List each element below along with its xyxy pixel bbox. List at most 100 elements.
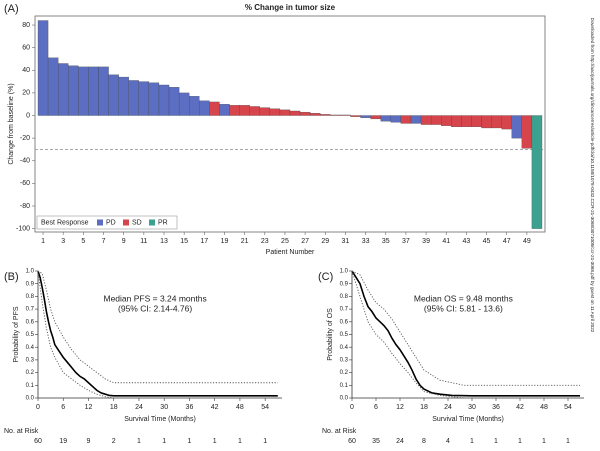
survival-line xyxy=(351,270,580,397)
x-tick-label: 35 xyxy=(382,238,390,245)
bar xyxy=(360,115,371,118)
bar xyxy=(88,66,99,116)
x-tick-label: 54 xyxy=(261,404,269,411)
x-tick-label: 13 xyxy=(160,238,168,245)
bar xyxy=(249,106,260,116)
y-tick-label: -60 xyxy=(20,180,30,187)
legend-swatch xyxy=(123,219,129,226)
bar xyxy=(420,115,432,125)
x-tick-label: 9 xyxy=(122,238,126,245)
x-tick-label: 36 xyxy=(492,404,500,411)
risk-table-title: No. at Risk xyxy=(4,428,39,435)
y-tick-label: 0.7 xyxy=(340,307,349,313)
bar xyxy=(400,115,412,124)
bar xyxy=(279,109,291,116)
annotation: Median PFS = 3.24 months xyxy=(103,293,206,303)
bar xyxy=(471,115,482,127)
x-tick-label: 48 xyxy=(540,404,548,411)
bar xyxy=(350,115,361,117)
bar xyxy=(128,80,139,116)
bar xyxy=(461,115,472,127)
x-axis-label: Survival Time (Months) xyxy=(124,416,196,423)
y-tick-label: 0.4 xyxy=(340,345,349,351)
legend-title: Best Response xyxy=(41,219,89,226)
y-tick-label: -100 xyxy=(16,225,30,232)
bar xyxy=(269,108,281,116)
confidence-line xyxy=(351,270,465,399)
y-tick-label: 0.8 xyxy=(26,294,35,300)
y-tick-label: 0.6 xyxy=(26,319,35,325)
x-tick-label: 47 xyxy=(503,238,511,245)
x-tick-label: 49 xyxy=(523,238,531,245)
risk-count: 35 xyxy=(372,438,380,445)
x-axis-label: Patient Number xyxy=(266,249,315,256)
y-tick-label: 0.5 xyxy=(26,332,35,338)
bar xyxy=(209,101,220,116)
bar xyxy=(37,20,49,116)
x-tick-label: 23 xyxy=(261,238,269,245)
x-tick-label: 25 xyxy=(281,238,289,245)
bar xyxy=(68,65,79,116)
x-tick-label: 0 xyxy=(36,404,40,411)
x-tick-label: 24 xyxy=(444,404,452,411)
x-tick-label: 18 xyxy=(420,404,428,411)
x-tick-label: 48 xyxy=(236,404,244,411)
bar xyxy=(491,115,502,129)
y-tick-label: 0.9 xyxy=(340,281,349,287)
risk-count: 1 xyxy=(542,438,546,445)
y-tick-label: 0.8 xyxy=(340,294,349,300)
y-tick-label: 0.4 xyxy=(26,345,35,351)
y-tick-label: 0.0 xyxy=(340,396,349,402)
risk-count: 60 xyxy=(348,438,356,445)
y-tick-label: -20 xyxy=(20,135,30,142)
y-tick-label: 0.7 xyxy=(26,307,35,313)
confidence-line xyxy=(37,270,114,399)
x-tick-label: 29 xyxy=(321,238,329,245)
annotation: Median OS = 9.48 months xyxy=(414,293,513,303)
x-tick-label: 45 xyxy=(483,238,491,245)
y-axis-label: Probability of OS xyxy=(327,308,334,361)
bar xyxy=(531,115,543,229)
x-tick-label: 19 xyxy=(221,238,229,245)
x-tick-label: 6 xyxy=(61,404,65,411)
bar xyxy=(78,66,89,116)
bar xyxy=(451,115,462,127)
y-tick-label: -80 xyxy=(20,203,30,210)
x-tick-label: 30 xyxy=(468,404,476,411)
y-tick-label: 0.1 xyxy=(26,383,35,389)
x-tick-label: 12 xyxy=(396,404,404,411)
bar xyxy=(168,87,180,116)
bar xyxy=(310,113,321,116)
bar xyxy=(501,115,512,130)
bar xyxy=(390,115,402,123)
risk-count: 1 xyxy=(470,438,474,445)
y-tick-label: 0 xyxy=(26,112,30,119)
y-tick-label: 20 xyxy=(22,90,30,97)
bar xyxy=(138,81,150,116)
x-tick-label: 43 xyxy=(463,238,471,245)
bar xyxy=(299,111,311,116)
x-tick-label: 1 xyxy=(41,238,45,245)
legend-box xyxy=(36,215,178,230)
bar xyxy=(148,82,160,116)
bar xyxy=(410,115,422,124)
annotation: (95% CI: 5.81 - 13.6) xyxy=(424,303,503,313)
x-tick-label: 33 xyxy=(362,238,370,245)
x-tick-label: 30 xyxy=(160,404,168,411)
bar xyxy=(108,74,119,116)
y-tick-label: 1.0 xyxy=(26,269,35,275)
bar xyxy=(511,115,522,139)
x-axis-label: Survival Time (Months) xyxy=(432,416,504,423)
risk-count: 1 xyxy=(494,438,498,445)
risk-count: 24 xyxy=(396,438,404,445)
bar xyxy=(118,76,129,116)
bar xyxy=(58,63,69,116)
x-tick-label: 18 xyxy=(110,404,118,411)
x-tick-label: 5 xyxy=(81,238,85,245)
risk-count: 2 xyxy=(112,438,116,445)
y-axis-label: Change from baseline (%) xyxy=(8,83,15,164)
risk-count: 1 xyxy=(263,438,267,445)
x-tick-label: 21 xyxy=(241,238,249,245)
annotation: (95% CI: 2.14-4.76) xyxy=(118,303,192,313)
